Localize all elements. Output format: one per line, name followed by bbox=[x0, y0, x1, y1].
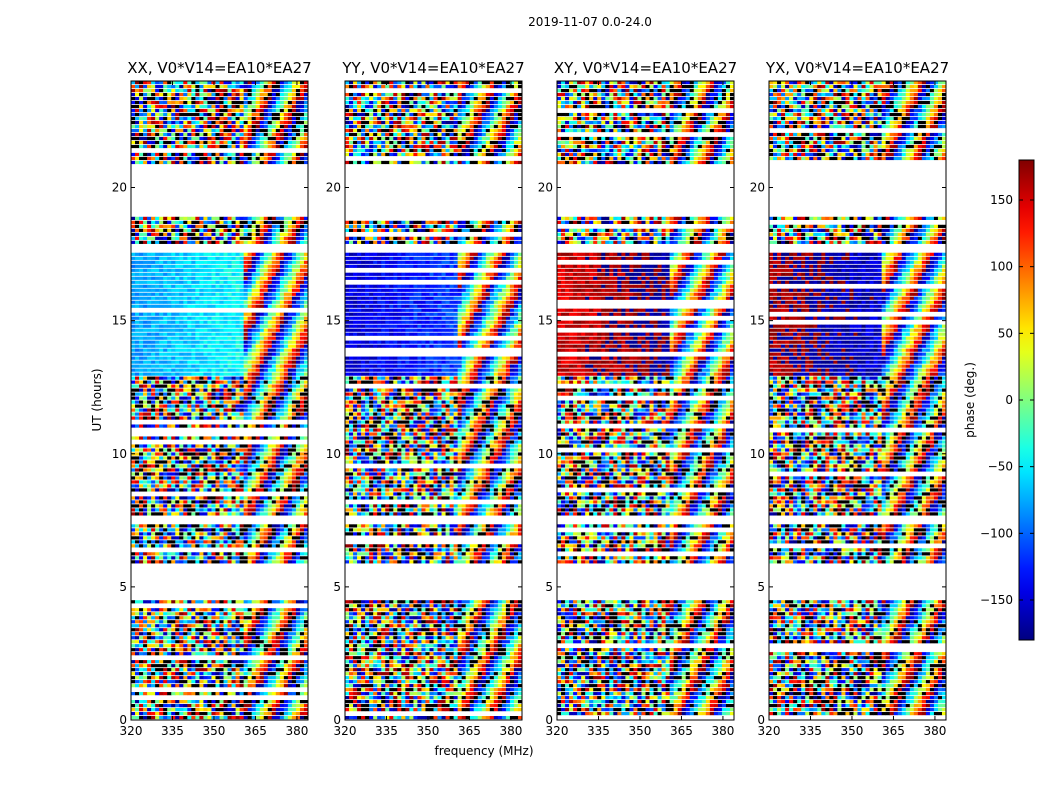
x-tick-label-2-335: 335 bbox=[587, 724, 610, 738]
x-tick-label-3-350: 350 bbox=[841, 724, 864, 738]
colorbar-tick-label-1: 100 bbox=[990, 260, 1013, 274]
colorbar-tick-label-3: 0 bbox=[1005, 393, 1013, 407]
y-axis-label: UT (hours) bbox=[90, 368, 104, 431]
panel-frame-0 bbox=[130, 80, 309, 721]
x-tick-label-0-350: 350 bbox=[203, 724, 226, 738]
x-tick-label-2-350: 350 bbox=[629, 724, 652, 738]
colorbar-tick-label-0: 150 bbox=[990, 193, 1013, 207]
phase-grid-1 bbox=[345, 81, 522, 720]
axis-labels-group: frequency (MHz) UT (hours) bbox=[90, 368, 534, 758]
y-tick-label-3-20: 20 bbox=[750, 181, 765, 195]
y-tick-label-2-15: 15 bbox=[538, 314, 553, 328]
colorbar-tick-label-6: −150 bbox=[980, 593, 1013, 607]
colorbar-tick-label-4: −50 bbox=[988, 460, 1013, 474]
x-tick-label-3-380: 380 bbox=[923, 724, 946, 738]
y-tick-label-3-5: 5 bbox=[757, 580, 765, 594]
y-tick-label-0-5: 5 bbox=[119, 580, 127, 594]
panel-title-3: YX, V0*V14=EA10*EA27 bbox=[765, 59, 949, 77]
colorbar: 150 100 50 0 −50 −100 −150 phase (deg.) bbox=[963, 159, 1035, 641]
x-tick-label-1-365: 365 bbox=[458, 724, 481, 738]
x-tick-label-0-335: 335 bbox=[161, 724, 184, 738]
x-tick-label-0-380: 380 bbox=[285, 724, 308, 738]
x-tick-label-2-320: 320 bbox=[546, 724, 569, 738]
y-tick-label-3-10: 10 bbox=[750, 447, 765, 461]
figure-suptitle: 2019-11-07 0.0-24.0 bbox=[528, 15, 652, 29]
x-tick-label-1-320: 320 bbox=[334, 724, 357, 738]
y-tick-label-2-10: 10 bbox=[538, 447, 553, 461]
x-axis-label: frequency (MHz) bbox=[434, 744, 533, 758]
panel-3: YX, V0*V14=EA10*EA27 320 335 350 365 380 0 5 10 1… bbox=[750, 59, 949, 738]
x-tick-label-3-335: 335 bbox=[799, 724, 822, 738]
panel-frame-3 bbox=[768, 80, 947, 721]
colorbar-tick-label-5: −100 bbox=[980, 526, 1013, 540]
panel-2: XY, V0*V14=EA10*EA27 320 335 350 365 380 0 5 10 1… bbox=[538, 59, 737, 738]
y-tick-label-1-5: 5 bbox=[333, 580, 341, 594]
panel-0: XX, V0*V14=EA10*EA27 320 335 350 365 380 0 5 10 1… bbox=[112, 59, 312, 738]
x-tick-label-0-320: 320 bbox=[120, 724, 143, 738]
y-tick-label-3-15: 15 bbox=[750, 314, 765, 328]
y-tick-label-0-0: 0 bbox=[119, 713, 127, 727]
y-tick-label-1-0: 0 bbox=[333, 713, 341, 727]
y-tick-label-0-10: 10 bbox=[112, 447, 127, 461]
y-tick-label-2-0: 0 bbox=[545, 713, 553, 727]
panel-frame-1 bbox=[344, 80, 523, 721]
panels-group: XX, V0*V14=EA10*EA27 320 335 350 365 380 0 5 10 1… bbox=[112, 59, 949, 738]
panel-title-0: XX, V0*V14=EA10*EA27 bbox=[127, 59, 311, 77]
y-tick-label-2-20: 20 bbox=[538, 181, 553, 195]
y-tick-label-2-5: 5 bbox=[545, 580, 553, 594]
x-tick-label-2-365: 365 bbox=[670, 724, 693, 738]
y-tick-label-0-15: 15 bbox=[112, 314, 127, 328]
x-tick-label-1-350: 350 bbox=[417, 724, 440, 738]
phase-grid-3 bbox=[769, 81, 946, 720]
x-tick-label-1-380: 380 bbox=[499, 724, 522, 738]
x-tick-label-1-335: 335 bbox=[375, 724, 398, 738]
y-tick-label-1-10: 10 bbox=[326, 447, 341, 461]
colorbar-tick-label-2: 50 bbox=[998, 326, 1013, 340]
y-tick-label-3-0: 0 bbox=[757, 713, 765, 727]
colorbar-label: phase (deg.) bbox=[963, 362, 977, 438]
x-tick-label-3-365: 365 bbox=[882, 724, 905, 738]
panel-1: YY, V0*V14=EA10*EA27 320 335 350 365 380 0 5 10 1… bbox=[326, 59, 525, 738]
x-tick-label-3-320: 320 bbox=[758, 724, 781, 738]
phase-grid-0 bbox=[131, 81, 308, 720]
panel-frame-2 bbox=[556, 80, 735, 721]
phase-grid-2 bbox=[557, 81, 734, 720]
x-tick-label-0-365: 365 bbox=[244, 724, 267, 738]
x-tick-label-2-380: 380 bbox=[711, 724, 734, 738]
panel-title-2: XY, V0*V14=EA10*EA27 bbox=[554, 59, 737, 77]
panel-title-1: YY, V0*V14=EA10*EA27 bbox=[341, 59, 524, 77]
y-tick-label-0-20: 20 bbox=[112, 181, 127, 195]
y-tick-label-1-15: 15 bbox=[326, 314, 341, 328]
y-tick-label-1-20: 20 bbox=[326, 181, 341, 195]
